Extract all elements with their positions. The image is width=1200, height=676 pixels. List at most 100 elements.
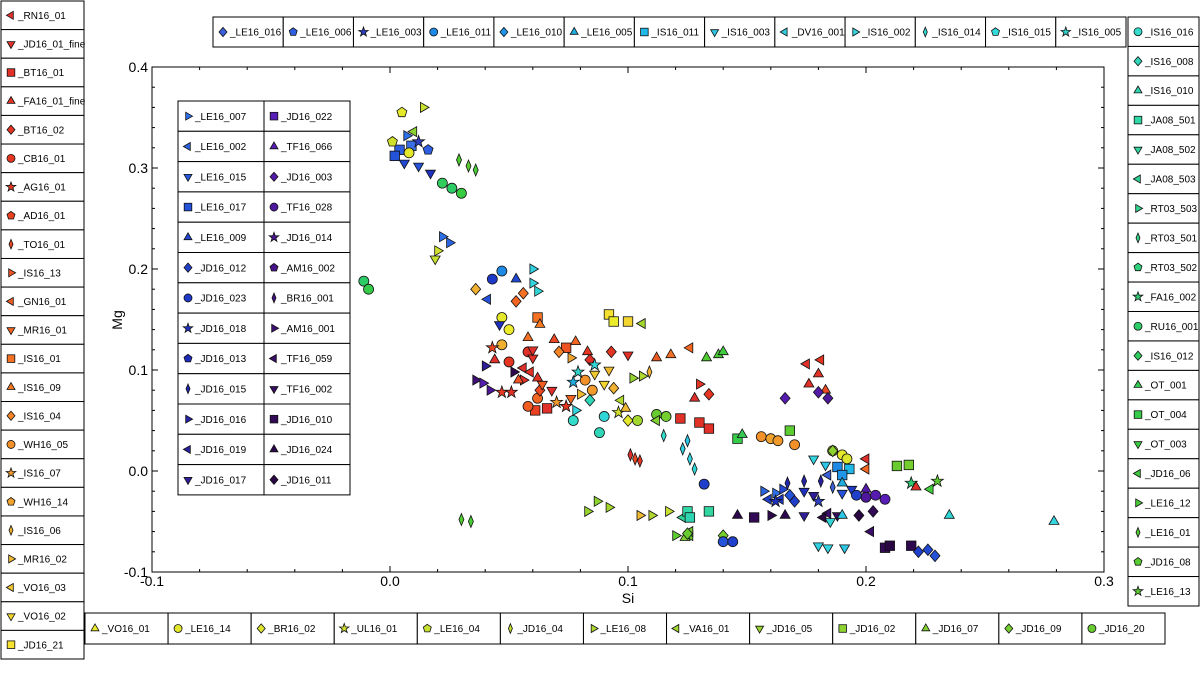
x-tick-label: 0.2 — [856, 573, 876, 589]
legend-item: _OT_004 — [1127, 399, 1200, 430]
legend-cell — [0, 286, 85, 317]
legend-item: _JD16_012 — [177, 252, 265, 284]
legend-item: _IS16_012 — [1127, 340, 1200, 371]
data-point — [650, 351, 663, 362]
legend-item: _IS16_09 — [0, 372, 85, 403]
legend-marker — [852, 27, 861, 37]
data-point — [549, 394, 564, 409]
legend-label: _OT_001 — [1144, 381, 1187, 392]
data-point — [567, 415, 579, 426]
data-point — [567, 352, 578, 364]
legend-item: _JD16_023 — [177, 282, 265, 314]
legend-item: _IS16_016 — [1127, 16, 1200, 47]
legend-marker — [269, 262, 279, 272]
legend-marker — [5, 10, 14, 20]
legend-marker — [183, 353, 193, 363]
legend-marker — [779, 27, 788, 37]
legend-marker — [183, 293, 193, 303]
y-tick-label: 0.3 — [129, 160, 149, 176]
legend-marker — [6, 381, 16, 390]
legend-marker — [256, 623, 266, 634]
legend-label: _WH16_05 — [17, 440, 68, 451]
data-point — [479, 377, 490, 389]
data-point — [470, 282, 482, 296]
data-point — [772, 487, 783, 499]
data-point — [605, 345, 617, 359]
legend-label: _AG16_01 — [17, 183, 66, 194]
legend-label: _RN16_01 — [17, 11, 66, 22]
legend-cell — [0, 372, 85, 403]
legend-item: _TF16_059 — [263, 342, 351, 375]
data-point — [516, 362, 527, 374]
legend-marker — [5, 296, 14, 307]
legend-marker — [269, 443, 279, 453]
legend-label: _JD16_01_fine — [17, 40, 86, 51]
legend-cell — [0, 572, 85, 603]
legend-item: _JA08_501 — [1127, 104, 1200, 136]
legend-item: _WH16_14 — [0, 486, 85, 517]
data-point — [439, 231, 449, 243]
legend-item: _TF16_028 — [263, 191, 351, 223]
data-point — [570, 335, 582, 346]
legend-label: _IS16_015 — [1002, 28, 1052, 39]
legend-label: _VO16_01 — [101, 624, 150, 635]
legend-item: _LE16_002 — [177, 130, 265, 163]
legend-marker — [6, 410, 16, 422]
y-tick-label: 0.2 — [129, 261, 149, 277]
data-point — [481, 360, 492, 372]
data-point — [801, 474, 808, 489]
data-point — [870, 489, 881, 501]
legend-marker — [1133, 557, 1143, 566]
legend-label: _IS16_13 — [17, 268, 61, 279]
data-point — [529, 263, 540, 275]
legend-item: _JD16_04 — [499, 612, 584, 645]
legend-item: _LE16_13 — [1127, 576, 1200, 607]
legend-cell — [263, 191, 351, 223]
y-tick-label: -0.1 — [124, 564, 148, 580]
legend-label: _IS16_06 — [17, 526, 61, 537]
legend-item: _BT16_02 — [0, 114, 85, 145]
y-tick-label: 0.4 — [129, 59, 149, 75]
data-point — [608, 316, 619, 327]
data-point — [779, 508, 791, 519]
data-point — [665, 348, 677, 359]
legend-label: _JD16_08 — [1144, 557, 1191, 568]
legend-marker — [268, 231, 280, 243]
legend-label: _VO16_03 — [17, 583, 66, 594]
legend-item: _VO16_01 — [84, 612, 169, 645]
data-point — [472, 162, 479, 178]
data-point — [684, 433, 691, 448]
legend-label: _IS16_014 — [931, 28, 981, 39]
legend-marker — [183, 232, 193, 241]
legend-marker — [185, 111, 194, 121]
legend-label: _JD16_014 — [280, 233, 333, 244]
legend-item: _FA16_002 — [1127, 281, 1200, 312]
data-point — [691, 461, 698, 477]
data-point — [789, 494, 801, 508]
data-point — [407, 126, 418, 138]
legend-label: _JD16_022 — [280, 112, 333, 123]
data-point — [622, 351, 634, 362]
legend-item: _LE16_003 — [352, 16, 425, 48]
legend-cell — [0, 86, 85, 116]
legend-label: _RU16_001 — [1144, 322, 1199, 333]
data-point — [798, 512, 810, 522]
legend-label: _VA16_01 — [683, 624, 730, 635]
data-point — [570, 364, 586, 379]
legend-marker — [838, 624, 847, 633]
data-point — [523, 366, 534, 378]
data-point — [841, 453, 853, 465]
data-point — [867, 504, 879, 518]
data-point — [819, 461, 832, 472]
legend-item: _BR16_001 — [263, 282, 351, 314]
data-point — [512, 373, 525, 384]
legend-item: _IS16_010 — [1127, 75, 1200, 106]
legend-label: _MR16_02 — [17, 554, 67, 565]
legend-marker — [1087, 624, 1097, 633]
data-point — [838, 544, 851, 555]
legend-label: _JD16_02 — [849, 624, 896, 635]
data-point — [784, 425, 795, 436]
legend-marker — [183, 476, 193, 486]
legend-marker — [90, 623, 100, 632]
legend-marker — [6, 153, 16, 163]
